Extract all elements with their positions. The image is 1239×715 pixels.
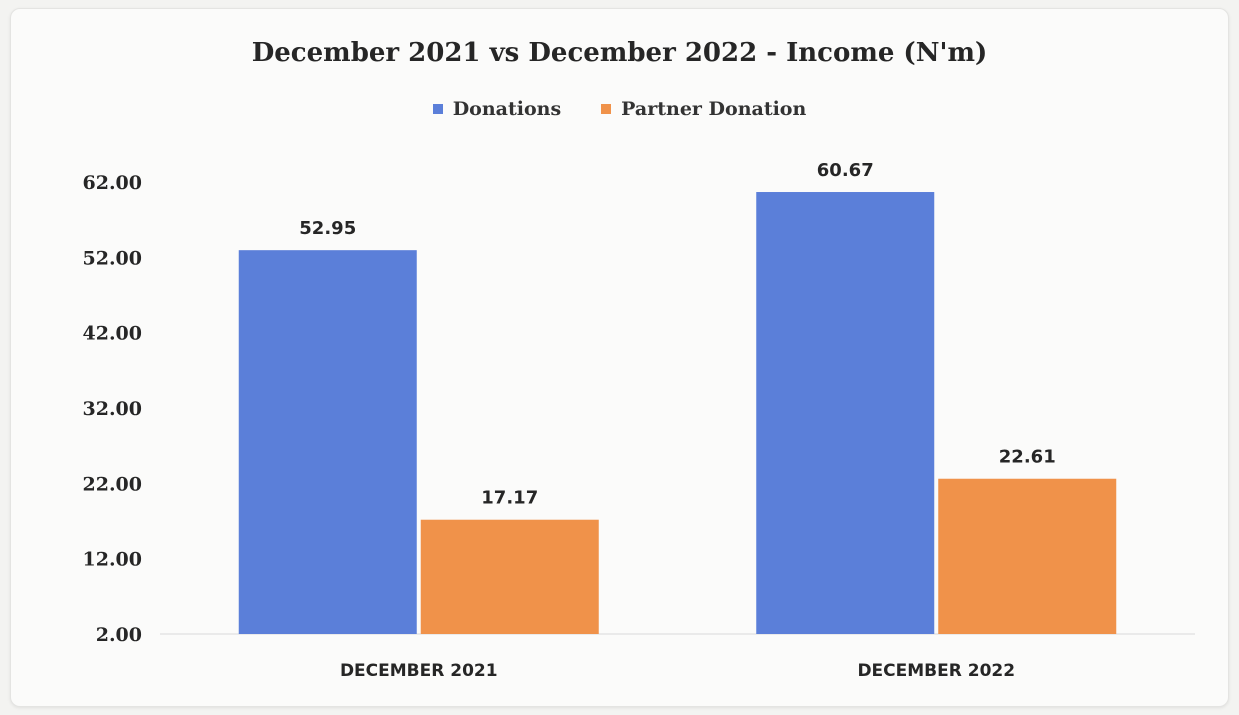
bar xyxy=(756,192,935,634)
data-label: 22.61 xyxy=(999,447,1056,468)
data-label: 52.95 xyxy=(299,218,356,239)
y-tick-label: 52.00 xyxy=(83,247,143,269)
bar xyxy=(238,250,417,634)
bar xyxy=(420,519,599,634)
legend-label-partner-donation: Partner Donation xyxy=(621,98,807,120)
y-tick-label: 62.00 xyxy=(83,172,143,194)
y-tick-label: 42.00 xyxy=(83,323,143,345)
legend-swatch-donations xyxy=(432,104,443,114)
legend-item-donations: Donations xyxy=(432,98,562,120)
y-tick-label: 2.00 xyxy=(96,624,142,646)
legend-item-partner-donation: Partner Donation xyxy=(601,98,806,120)
x-tick-label: DECEMBER 2022 xyxy=(857,661,1015,681)
legend-swatch-partner-donation xyxy=(601,104,612,114)
chart-title: December 2021 vs December 2022 - Income … xyxy=(251,38,988,68)
y-tick-label: 22.00 xyxy=(83,473,143,495)
bar xyxy=(938,478,1117,634)
legend-label-donations: Donations xyxy=(452,98,562,120)
x-tick-label: DECEMBER 2021 xyxy=(340,661,498,681)
data-label: 60.67 xyxy=(817,160,874,181)
y-tick-label: 32.00 xyxy=(83,398,143,420)
y-tick-label: 12.00 xyxy=(83,549,143,571)
chart-legend: Donations Partner Donation xyxy=(0,98,1239,120)
data-label: 17.17 xyxy=(481,488,538,509)
